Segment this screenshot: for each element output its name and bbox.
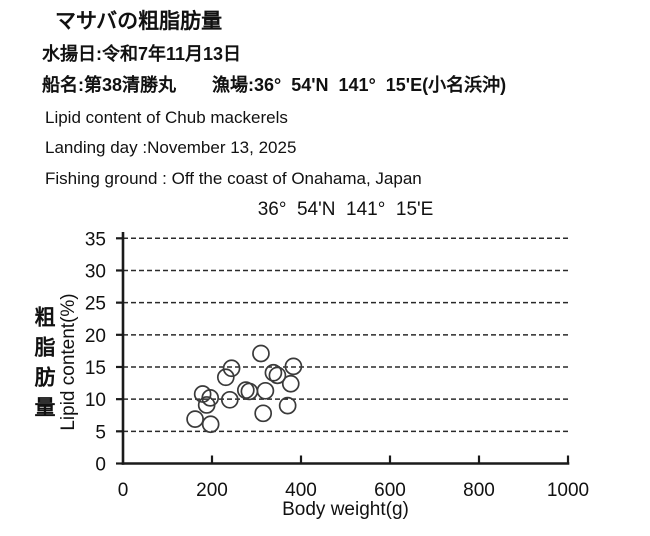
y-axis-label-jp: 粗脂肪量 <box>32 306 55 426</box>
chart-title-coordinates: 36° 54'N 141° 15'E <box>257 199 434 220</box>
data-point-12 <box>197 396 216 414</box>
fishing-ground-en: Fishing ground : Off the coast of Onaham… <box>45 169 422 188</box>
x-tick-label-400: 400 <box>285 480 317 501</box>
subtitle-en: Lipid content of Chub mackerels <box>45 108 288 127</box>
x-tick-label-0: 0 <box>118 480 129 501</box>
landing-date-en: Landing day :November 13, 2025 <box>45 138 297 157</box>
data-point-6 <box>281 374 300 393</box>
x-tick-label-200: 200 <box>196 480 228 501</box>
data-point-5 <box>284 357 303 376</box>
y-tick-label-25: 25 <box>85 294 106 315</box>
x-tick-label-800: 800 <box>463 480 495 501</box>
x-tick-label-600: 600 <box>374 480 406 501</box>
data-point-0 <box>252 344 270 363</box>
data-point-9 <box>256 381 275 400</box>
vessel-and-ground-jp: 船名:第38清勝丸 漁場:36° 54'N 141° 15'E(小名浜沖) <box>42 75 507 95</box>
data-point-16 <box>186 410 204 428</box>
x-axis-label: Body weight(g) <box>282 499 409 520</box>
y-tick-label-5: 5 <box>95 422 106 443</box>
y-axis-label-en: Lipid content(%) <box>58 293 79 431</box>
data-point-1 <box>222 359 241 378</box>
x-tick-label-1000: 1000 <box>547 480 589 501</box>
y-tick-label-10: 10 <box>85 390 106 411</box>
data-point-4 <box>268 366 287 385</box>
y-tick-label-0: 0 <box>95 455 106 476</box>
landing-date-jp: 水揚日:令和7年11月13日 <box>42 44 242 64</box>
data-point-3 <box>264 363 283 382</box>
page-title: マサバの粗脂肪量 <box>55 10 223 33</box>
data-point-17 <box>201 415 220 434</box>
data-point-15 <box>254 404 273 423</box>
y-tick-label-15: 15 <box>85 358 106 379</box>
data-point-2 <box>216 368 235 387</box>
data-point-13 <box>220 390 239 409</box>
y-tick-label-30: 30 <box>85 261 106 282</box>
data-point-14 <box>278 396 297 415</box>
y-tick-label-20: 20 <box>85 326 106 347</box>
y-tick-label-35: 35 <box>85 229 106 250</box>
